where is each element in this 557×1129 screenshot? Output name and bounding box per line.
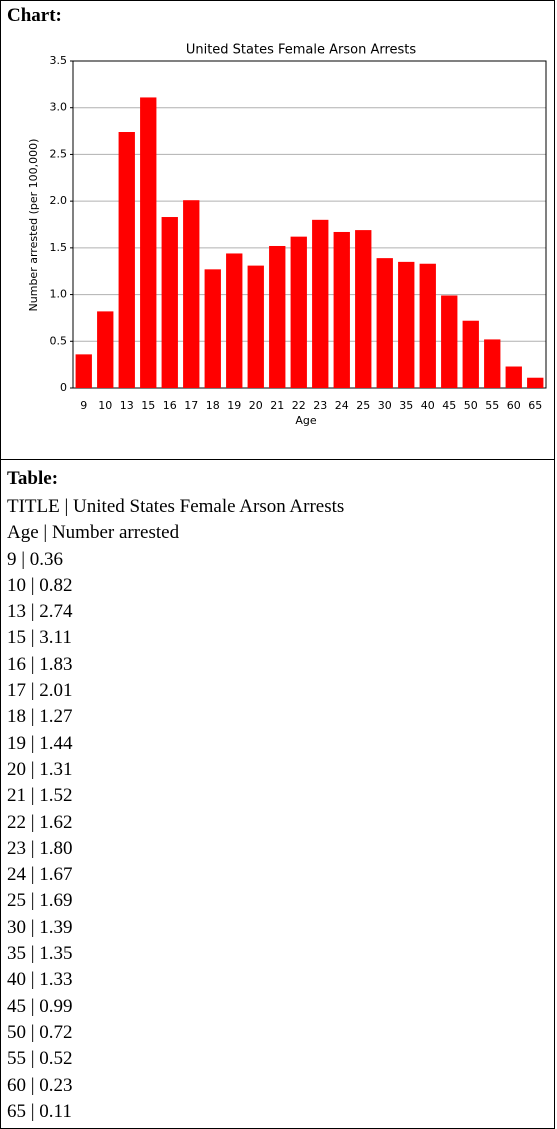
bar xyxy=(226,253,243,388)
y-tick-label: 2.5 xyxy=(50,147,68,160)
table-line: 45 | 0.99 xyxy=(7,995,73,1017)
table-line: TITLE | United States Female Arson Arres… xyxy=(7,496,345,517)
bar xyxy=(419,263,436,388)
bar xyxy=(140,97,157,389)
bar xyxy=(269,245,286,388)
table-line: 21 | 1.52 xyxy=(7,785,73,807)
x-tick-label: 21 xyxy=(270,399,284,412)
x-tick-label: 50 xyxy=(464,399,478,412)
x-tick-label: 18 xyxy=(206,399,220,412)
table-line: 24 | 1.67 xyxy=(7,864,73,886)
bar xyxy=(398,261,415,388)
table-line: 18 | 1.27 xyxy=(7,706,73,728)
table-line: 30 | 1.39 xyxy=(7,916,73,938)
bar xyxy=(484,339,501,388)
table-line: 19 | 1.44 xyxy=(7,732,73,754)
table-line: 10 | 0.82 xyxy=(7,574,73,596)
table-line: 25 | 1.69 xyxy=(7,890,73,912)
x-tick-label: 10 xyxy=(98,399,112,412)
y-tick-label: 0 xyxy=(60,381,67,394)
bar xyxy=(462,320,479,388)
bar xyxy=(355,230,372,388)
bar xyxy=(161,217,178,388)
bar xyxy=(183,200,200,388)
table-line: 23 | 1.80 xyxy=(7,837,73,859)
y-tick-label: 1.0 xyxy=(50,288,68,301)
chart-title: United States Female Arson Arrests xyxy=(186,43,417,58)
bar xyxy=(204,269,221,388)
table-line: 35 | 1.35 xyxy=(7,943,73,965)
table-line: 17 | 2.01 xyxy=(7,680,73,702)
bar xyxy=(247,265,264,388)
x-tick-label: 16 xyxy=(163,399,177,412)
table-line: 13 | 2.74 xyxy=(7,601,73,623)
separator xyxy=(1,459,554,460)
x-tick-label: 55 xyxy=(485,399,499,412)
chart-heading: Chart: xyxy=(7,5,62,26)
table-line: 60 | 0.23 xyxy=(7,1074,73,1096)
bar xyxy=(505,366,522,388)
bar xyxy=(527,377,544,388)
x-tick-label: 60 xyxy=(507,399,521,412)
table-line: 16 | 1.83 xyxy=(7,653,73,675)
x-tick-label: 45 xyxy=(442,399,456,412)
chart: United States Female Arson Arrests Age N… xyxy=(27,43,547,427)
x-tick-label: 19 xyxy=(227,399,241,412)
x-tick-label: 17 xyxy=(184,399,198,412)
x-tick-label: 13 xyxy=(120,399,134,412)
x-tick-label: 65 xyxy=(528,399,542,412)
bar xyxy=(118,132,135,388)
table-line: Age | Number arrested xyxy=(7,522,180,544)
table-line: 55 | 0.52 xyxy=(7,1048,73,1070)
y-tick-label: 1.5 xyxy=(50,241,68,254)
bar xyxy=(441,295,458,388)
y-axis-label: Number arrested (per 100,000) xyxy=(27,139,40,312)
y-tick-label: 3.5 xyxy=(50,54,68,67)
x-tick-label: 23 xyxy=(313,399,327,412)
table-line: 40 | 1.33 xyxy=(7,969,73,991)
bar xyxy=(376,258,393,388)
bar xyxy=(333,231,350,388)
x-tick-label: 9 xyxy=(80,399,87,412)
x-tick-label: 40 xyxy=(421,399,435,412)
bar xyxy=(75,354,92,388)
table-line: 50 | 0.72 xyxy=(7,1021,73,1043)
table-line: 65 | 0.11 xyxy=(7,1100,72,1122)
x-tick-label: 35 xyxy=(399,399,413,412)
x-tick-label: 25 xyxy=(356,399,370,412)
bar xyxy=(97,311,114,388)
x-tick-label: 15 xyxy=(141,399,155,412)
y-tick-label: 2.0 xyxy=(50,194,68,207)
bar xyxy=(312,219,329,388)
bar xyxy=(290,236,307,388)
table-heading: Table: xyxy=(7,468,59,489)
table-line: 15 | 3.11 xyxy=(7,627,72,649)
x-tick-label: 22 xyxy=(292,399,306,412)
table-line: 20 | 1.31 xyxy=(7,758,73,780)
y-tick-label: 0.5 xyxy=(50,334,68,347)
table-line: 22 | 1.62 xyxy=(7,811,73,833)
x-tick-label: 20 xyxy=(249,399,263,412)
y-tick-label: 3.0 xyxy=(50,101,68,114)
table: TITLE | United States Female Arson Arres… xyxy=(7,494,344,1125)
x-tick-label: 30 xyxy=(378,399,392,412)
table-line: 9 | 0.36 xyxy=(7,548,64,570)
x-axis-label: Age xyxy=(295,414,317,427)
plot-frame xyxy=(72,60,547,389)
x-tick-label: 24 xyxy=(335,399,349,412)
